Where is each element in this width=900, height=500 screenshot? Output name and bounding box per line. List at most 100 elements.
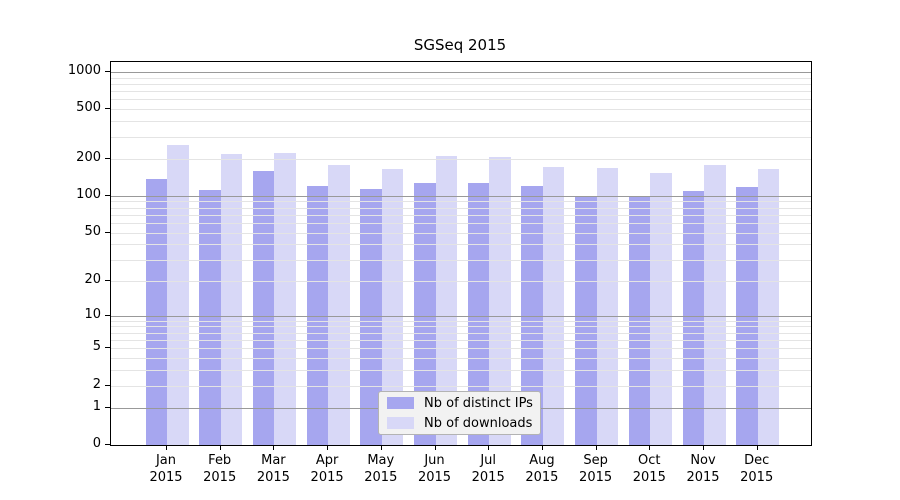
bar-distinct-ips [306,185,329,445]
bar-downloads [542,166,565,445]
gridline-minor [111,385,811,387]
x-axis-tick-label: Sep 2015 [579,453,613,485]
legend-swatch-downloads [387,417,414,429]
bar-downloads [489,157,511,445]
gridline-minor [111,99,811,101]
bar-distinct-ips [521,185,543,445]
x-axis-tick [434,445,436,450]
x-axis-tick-label: Jan 2015 [149,453,183,485]
gridline-minor [111,83,811,85]
gridline-major [111,71,811,73]
x-axis-tick-label: Jun 2015 [417,453,452,485]
bar-downloads [435,156,457,445]
y-axis-tick [105,108,110,110]
x-axis-tick [488,445,490,450]
x-axis-tick-label: Oct 2015 [632,453,666,485]
gridline-minor [111,332,811,334]
legend-swatch-distinct-ips [387,397,414,409]
y-axis-tick [105,279,110,281]
x-axis-tick [595,445,597,450]
bar-downloads [650,172,672,445]
y-axis-tick [105,384,110,386]
y-axis-tick [105,406,110,408]
gridline-minor [111,214,811,216]
plot-area [110,61,812,446]
x-axis-tick [756,445,758,450]
bar-downloads [704,164,726,445]
legend: Nb of distinct IPs Nb of downloads [378,391,541,435]
x-axis-tick [219,445,221,450]
y-axis-tick [105,314,110,316]
x-axis-tick [649,445,651,450]
legend-label-downloads: Nb of downloads [424,415,533,431]
gridline-minor [111,158,811,160]
x-axis-tick [380,445,382,450]
y-axis-tick-label: 1000 [67,62,101,78]
y-axis-tick-label: 500 [76,100,101,116]
y-axis-tick-label: 50 [84,223,101,239]
gridline-minor [111,358,811,360]
x-axis-tick-label: Feb 2015 [203,453,237,485]
gridline-minor [111,121,811,123]
gridline-minor [111,320,811,322]
gridline-minor [111,201,811,203]
x-axis-tick-label: Dec 2015 [740,453,774,485]
y-axis-tick [105,194,110,196]
chart-title: SGSeq 2015 [413,36,507,54]
bar-distinct-ips [360,189,382,445]
bar-distinct-ips [467,182,490,445]
y-axis-tick [105,231,110,233]
gridline-minor [111,232,811,234]
x-axis-tick [541,445,543,450]
legend-label-distinct-ips: Nb of distinct IPs [424,395,533,411]
x-axis-tick-label: Mar 2015 [256,453,290,485]
bar-distinct-ips [252,170,275,445]
y-axis-tick-label: 20 [84,271,101,287]
gridline-minor [111,77,811,79]
gridline-minor [111,326,811,328]
bar-distinct-ips [145,178,167,445]
legend-item-downloads: Nb of downloads [387,414,532,432]
bar-downloads [274,152,296,445]
bar-downloads [167,144,189,445]
bar-distinct-ips [682,191,704,445]
x-axis-tick-label: Aug 2015 [525,453,559,485]
y-axis-tick-label: 100 [76,186,101,202]
gridline-minor [111,339,811,341]
bar-downloads [381,169,404,445]
x-axis-tick-label: May 2015 [364,453,398,485]
x-axis-tick-label: Jul 2015 [471,453,505,485]
bar-downloads [220,154,243,445]
y-axis-tick [105,347,110,349]
bar-distinct-ips [199,189,221,445]
y-axis-tick-label: 200 [76,149,101,165]
x-axis-tick [703,445,704,450]
x-axis-tick-label: Apr 2015 [310,453,344,485]
gridline-minor [111,244,811,246]
y-axis-tick [105,70,110,72]
y-axis-tick [105,157,110,159]
bar-downloads [757,168,780,445]
x-axis-tick [327,445,329,450]
bar-downloads [596,168,619,445]
gridline-major [111,195,811,197]
gridline-minor [111,109,811,111]
y-axis-tick [105,444,110,445]
y-axis-tick-label: 1 [92,398,101,414]
y-axis-tick-label: 5 [92,339,101,355]
gridline-major [111,315,811,317]
bar-distinct-ips [414,182,436,445]
x-axis-tick [166,445,167,450]
y-axis-tick-label: 2 [92,376,101,392]
gridline-minor [111,280,811,282]
y-axis-tick-label: 0 [92,436,101,451]
gridline-minor [111,91,811,93]
x-axis-tick [273,445,275,450]
bar-downloads [328,164,350,445]
x-axis-tick-label: Nov 2015 [686,453,720,485]
gridline-minor [111,370,811,372]
legend-item-distinct-ips: Nb of distinct IPs [387,394,533,412]
gridline-minor [111,207,811,209]
y-axis-tick-label: 10 [84,306,101,322]
